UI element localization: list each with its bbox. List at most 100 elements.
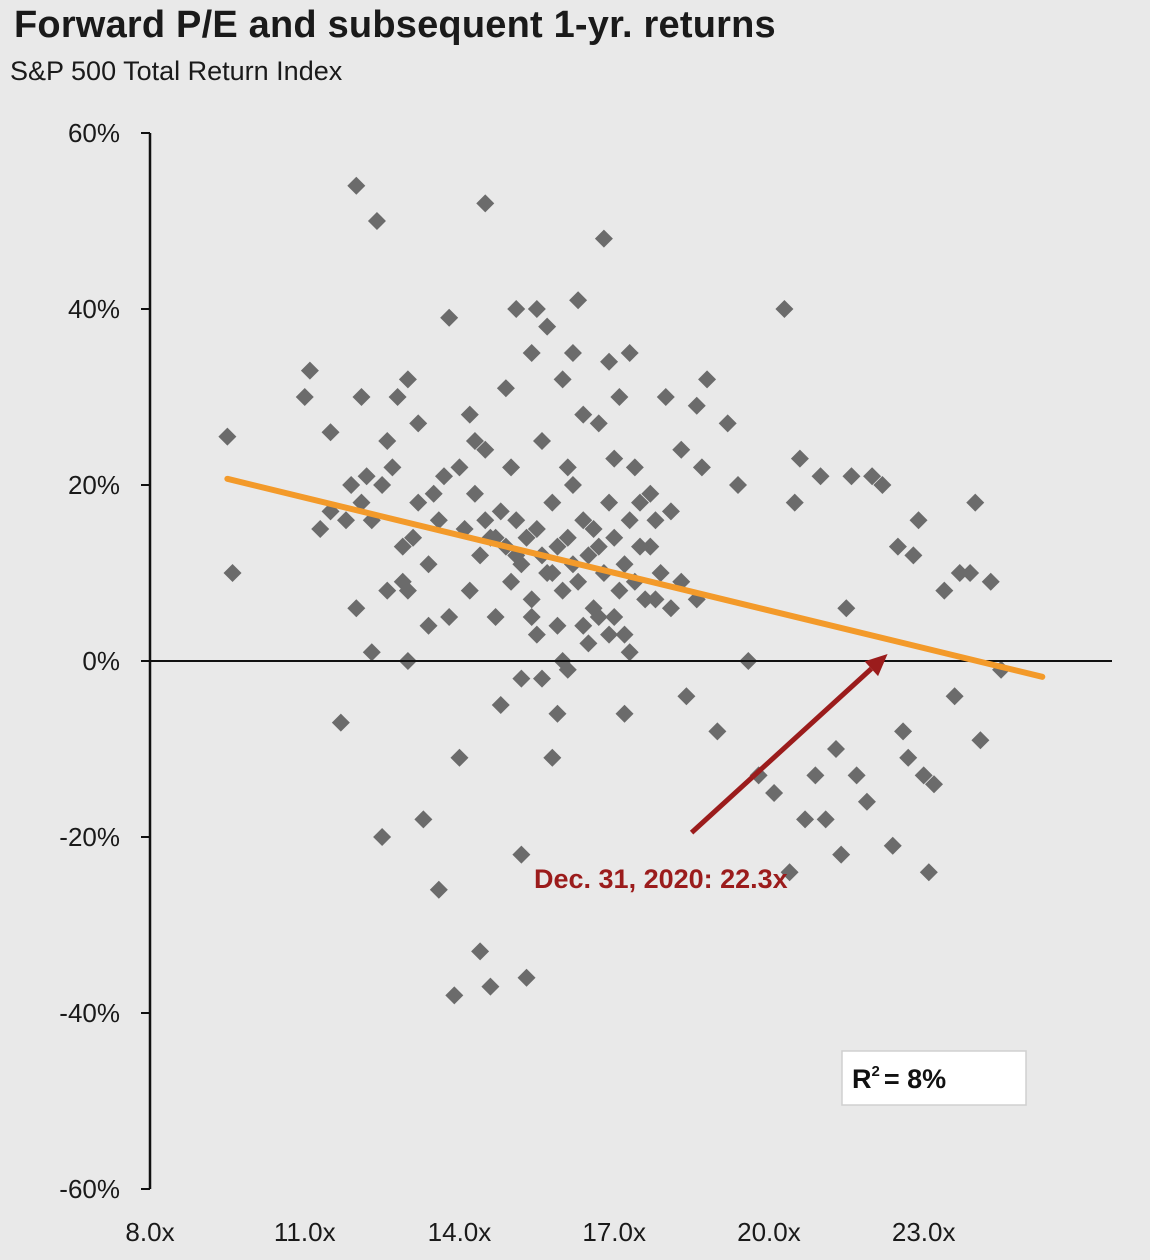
- data-point: [527, 300, 546, 318]
- data-point: [517, 528, 536, 547]
- data-point: [631, 537, 649, 556]
- data-point: [594, 229, 613, 248]
- annotation-arrow: [689, 666, 874, 835]
- data-point: [378, 432, 397, 450]
- data-point: [961, 564, 980, 582]
- chart-subtitle: S&P 500 Total Return Index: [10, 56, 343, 86]
- data-point: [419, 555, 438, 574]
- data-point: [605, 449, 624, 468]
- data-point: [357, 467, 376, 486]
- data-point: [610, 581, 629, 600]
- data-point: [342, 476, 361, 494]
- data-point: [465, 432, 484, 450]
- data-point: [574, 405, 593, 424]
- x-tick-label: 14.0x: [428, 1217, 492, 1247]
- annotation-arrowhead: [864, 653, 888, 677]
- data-point: [507, 300, 526, 318]
- data-point: [605, 528, 624, 547]
- data-point: [517, 968, 536, 987]
- data-point: [491, 502, 510, 521]
- data-point: [625, 458, 644, 477]
- data-point: [672, 440, 691, 459]
- annotation-label: Dec. 31, 2020: 22.3x: [534, 864, 788, 894]
- data-point: [615, 704, 634, 723]
- data-point: [909, 511, 928, 530]
- x-tick-label: 8.0x: [125, 1217, 174, 1247]
- trend-line: [224, 475, 1046, 680]
- x-tick-label: 17.0x: [582, 1217, 646, 1247]
- data-point: [512, 845, 531, 864]
- data-point: [687, 396, 706, 415]
- data-point: [435, 467, 453, 486]
- data-point: [558, 458, 577, 477]
- data-point: [569, 291, 588, 310]
- data-point: [589, 608, 608, 626]
- data-point: [527, 625, 546, 644]
- data-point: [563, 344, 582, 362]
- data-point: [950, 564, 969, 582]
- data-point: [790, 449, 809, 468]
- x-tick-label: 23.0x: [892, 1217, 956, 1247]
- data-point: [981, 572, 1000, 591]
- data-point: [615, 555, 634, 574]
- data-point: [398, 581, 417, 600]
- y-ticks: 60% 40% 20% 0% -20% -40% -60%: [59, 118, 150, 1204]
- data-point: [460, 581, 479, 600]
- points-layer: [218, 176, 1011, 1005]
- data-point: [409, 414, 428, 433]
- data-point: [775, 300, 794, 318]
- data-point: [383, 458, 402, 477]
- data-point: [538, 317, 557, 336]
- data-point: [522, 590, 541, 609]
- r2-box: [841, 1050, 1027, 1106]
- data-point: [440, 308, 459, 327]
- x-ticks: 8.0x 11.0x 14.0x 17.0x 20.0x 23.0x: [125, 1217, 955, 1247]
- data-point: [600, 493, 619, 512]
- data-point: [414, 810, 433, 829]
- data-point: [610, 388, 629, 406]
- data-point: [698, 370, 717, 389]
- data-point: [605, 608, 624, 626]
- r2-superscript: 2: [872, 1063, 880, 1080]
- data-point: [558, 660, 577, 679]
- data-point: [352, 493, 371, 512]
- data-point: [471, 942, 490, 961]
- data-point: [966, 493, 985, 512]
- x-tick-label: 20.0x: [737, 1217, 801, 1247]
- data-point: [295, 388, 314, 406]
- y-tick-label: 0%: [82, 646, 120, 676]
- data-point: [440, 608, 459, 626]
- data-point: [631, 493, 649, 512]
- data-point: [847, 766, 866, 785]
- data-point: [600, 352, 619, 371]
- data-point: [378, 581, 397, 600]
- data-point: [450, 458, 469, 477]
- x-tick-label: 11.0x: [274, 1217, 336, 1247]
- data-point: [780, 863, 799, 882]
- data-point: [641, 537, 660, 556]
- data-point: [615, 625, 634, 644]
- data-point: [331, 713, 350, 732]
- data-point: [502, 572, 521, 591]
- data-point: [419, 616, 438, 635]
- data-point: [837, 599, 856, 618]
- data-point: [636, 590, 655, 609]
- data-point: [512, 669, 531, 688]
- r2-prefix: R: [852, 1064, 872, 1094]
- data-point: [646, 590, 665, 609]
- data-point: [661, 502, 680, 521]
- data-point: [796, 810, 815, 829]
- data-point: [362, 643, 381, 662]
- data-point: [925, 775, 943, 794]
- data-point: [919, 863, 938, 882]
- data-point: [548, 704, 567, 723]
- data-point: [935, 581, 954, 600]
- data-point: [476, 440, 495, 459]
- data-point: [404, 528, 423, 547]
- data-point: [842, 467, 861, 486]
- data-point: [347, 599, 366, 618]
- data-point: [904, 546, 923, 565]
- data-point: [894, 722, 913, 741]
- data-point: [574, 616, 593, 635]
